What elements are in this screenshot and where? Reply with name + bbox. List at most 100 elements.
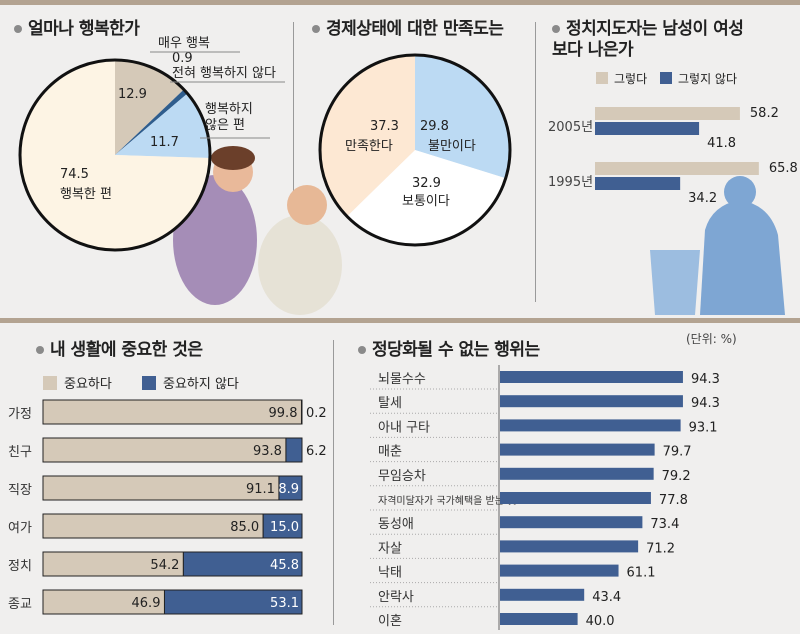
category-label: 뇌물수수 [378, 372, 426, 387]
pie-label-0-0: 매우 행복 [158, 35, 210, 51]
bar-value: 54.2 [150, 558, 179, 573]
top-rule [0, 0, 800, 5]
bar-segment [182, 551, 303, 577]
middle-rule [0, 318, 800, 323]
category-label: 아내 구타 [378, 420, 430, 435]
bar-segment [42, 475, 280, 501]
pie-value-1-1: 32.9 [412, 176, 441, 191]
divider [293, 22, 294, 302]
bar-segment [42, 589, 165, 615]
pie-slice-0-0 [115, 60, 184, 155]
bar-value: 61.1 [627, 566, 656, 581]
divider [333, 340, 334, 625]
bar [500, 540, 639, 553]
legend-swatch-0 [43, 376, 57, 390]
category-label: 1995년 [548, 175, 593, 190]
pie-value-1-0: 29.8 [420, 119, 449, 134]
economy-title: 경제상태에 대한 만족도는 [312, 19, 504, 40]
pie-slice-0-3 [20, 60, 210, 250]
pie-value-0-0: 12.9 [118, 87, 147, 102]
bar-value: 40.0 [586, 614, 615, 629]
legend-swatch-1 [142, 376, 156, 390]
pie-value-1-2: 37.3 [370, 119, 399, 134]
life-title: 내 생활에 중요한 것은 [36, 340, 203, 361]
bar-segment [42, 437, 287, 463]
bar-value: 41.8 [707, 136, 736, 151]
category-label: 가정 [8, 407, 32, 422]
bar-value: 94.3 [691, 372, 720, 387]
bar-segment [163, 589, 303, 615]
pie-outline-0 [18, 58, 212, 252]
woman-hair-illustration [211, 146, 255, 170]
category-label: 여가 [8, 521, 32, 536]
category-label: 2005년 [548, 120, 593, 135]
politician-head-silhouette [724, 176, 756, 208]
justify-title: 정당화될 수 없는 행위는 [358, 340, 540, 361]
bar-value: 45.8 [270, 558, 299, 573]
bar [500, 588, 585, 601]
bar-value: 93.1 [689, 420, 718, 435]
category-label: 매춘 [378, 445, 402, 460]
happiness-title: 얼마나 행복한가 [14, 19, 140, 40]
bar [500, 419, 681, 432]
category-label: 이혼 [378, 614, 402, 629]
bar-value: 99.8 [269, 406, 298, 421]
politician-silhouette [700, 200, 785, 315]
bar-value: 77.8 [659, 493, 688, 508]
bar [500, 492, 651, 504]
pie-slice-1-1 [346, 150, 506, 245]
bar-segment [278, 475, 303, 501]
bar [500, 371, 683, 383]
pie-label-1-0: 불만이다 [428, 139, 476, 154]
category-label: 직장 [8, 483, 32, 498]
bar-value: 65.8 [769, 161, 798, 176]
pie-label-1-2: 만족한다 [345, 139, 393, 154]
bar [500, 395, 683, 408]
category-label: 종교 [8, 597, 32, 612]
bar-value: 71.2 [646, 541, 675, 556]
pie-value-0-2: 11.7 [150, 135, 179, 150]
bar [595, 162, 759, 175]
pie-label-0-1: 전혀 행복하지 않다 [172, 65, 276, 81]
bar-value: 79.2 [662, 469, 691, 484]
pie-slice-1-2 [319, 54, 415, 217]
bar-value: 73.4 [650, 517, 679, 532]
bar-value: 6.2 [306, 444, 327, 459]
divider [535, 22, 536, 302]
category-label: 자살 [378, 541, 402, 556]
pie-slice-0-1 [115, 89, 188, 155]
bar-value: 46.9 [132, 596, 161, 611]
leader-title: 정치지도자는 남성이 여성보다 나은가 [552, 19, 752, 61]
legend-label-1: 중요하지 않다 [163, 377, 239, 392]
legend-label-0: 중요하다 [64, 377, 112, 392]
podium-silhouette [650, 250, 700, 315]
bar-value: 15.0 [270, 520, 299, 535]
category-label: 탈세 [378, 396, 402, 411]
bar-segment [42, 399, 302, 425]
bar [500, 467, 654, 480]
unit-label: (단위: %) [686, 332, 737, 346]
man-head-illustration [287, 185, 327, 225]
category-label: 자격미달자가 국가혜택을 받는 것 [378, 494, 516, 507]
bar-segment [300, 399, 303, 425]
pie-outline-1 [318, 53, 512, 247]
bar-value: 79.7 [663, 445, 692, 460]
bar-value: 0.2 [306, 406, 327, 421]
pie-label-0-2a: 행복하지 [205, 101, 253, 117]
legend-swatch-0 [596, 72, 608, 84]
bar-value: 34.2 [688, 191, 717, 206]
category-label: 정치 [8, 559, 32, 574]
legend-label-1: 그렇지 않다 [678, 71, 737, 86]
bar [500, 443, 655, 456]
bar-value: 43.4 [592, 590, 621, 605]
bar-value: 58.2 [750, 106, 779, 121]
bar [595, 122, 700, 135]
pie-slice-1-0 [415, 55, 510, 179]
bar-value: 53.1 [270, 596, 299, 611]
bar-segment [285, 437, 303, 463]
pie-label-0-3: 행복한 편 [60, 186, 112, 202]
category-label: 낙태 [378, 566, 402, 581]
bar [500, 613, 578, 625]
